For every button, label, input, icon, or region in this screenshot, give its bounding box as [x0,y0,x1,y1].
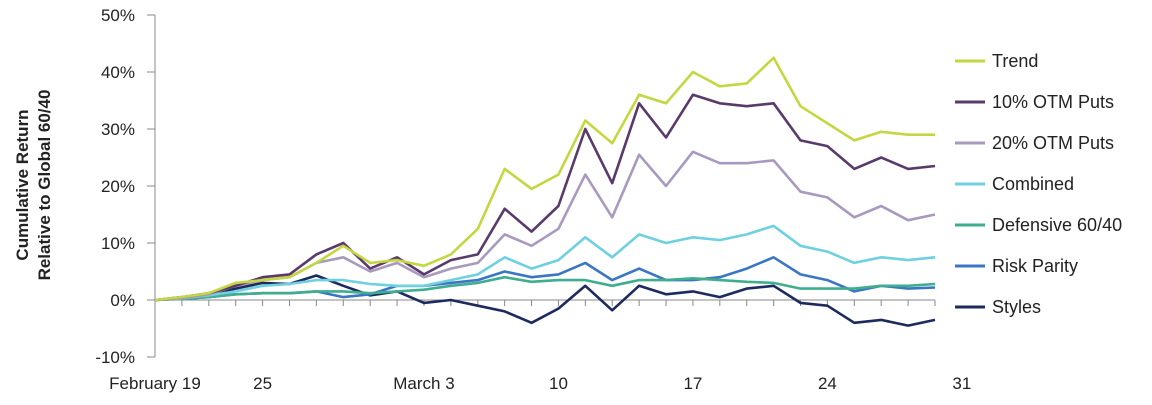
series-line-trend [154,56,935,302]
series-line-styles [154,274,936,327]
y-tick-label: 30% [101,120,135,139]
y-tick-label: 10% [101,234,135,253]
y-ticks: -10% 0% 10% 20% 30% 40% 50% [95,6,155,367]
y-axis-label: Cumulative Return Relative to Global 60/… [13,90,54,281]
legend-label-defensive-60-40: Defensive 60/40 [992,215,1122,235]
y-tick-label: 40% [101,63,135,82]
y-axis-label-line-2: Relative to Global 60/40 [35,90,54,281]
series-line-combined [154,224,936,302]
x-ticks: February 19 25 March 3 10 17 24 31 [109,300,971,393]
series-lines [154,56,936,327]
y-tick-label: 20% [101,177,135,196]
legend-label-styles: Styles [992,297,1041,317]
x-tick-label: 24 [818,374,837,393]
legend-label-10-otm-puts: 10% OTM Puts [992,92,1114,112]
x-tick-label: 17 [683,374,702,393]
x-tick-label: 10 [549,374,568,393]
series-line-10-otm-puts [154,93,936,302]
legend: Trend 10% OTM Puts 20% OTM Puts Combined Def… [955,51,1122,317]
legend-label-trend: Trend [992,51,1038,71]
legend-label-risk-parity: Risk Parity [992,256,1078,276]
y-tick-label: 0% [110,291,135,310]
legend-label-20-otm-puts: 20% OTM Puts [992,133,1114,153]
x-tick-label: February 19 [109,374,201,393]
legend-label-combined: Combined [992,174,1074,194]
y-tick-label: -10% [95,348,135,367]
x-tick-label: 25 [253,374,272,393]
series-line-defensive-60-40 [154,275,936,302]
x-tick-label: 31 [952,374,971,393]
x-tick-label: March 3 [393,374,454,393]
y-tick-label: 50% [101,6,135,25]
y-axis-label-line-1: Cumulative Return [13,109,32,260]
